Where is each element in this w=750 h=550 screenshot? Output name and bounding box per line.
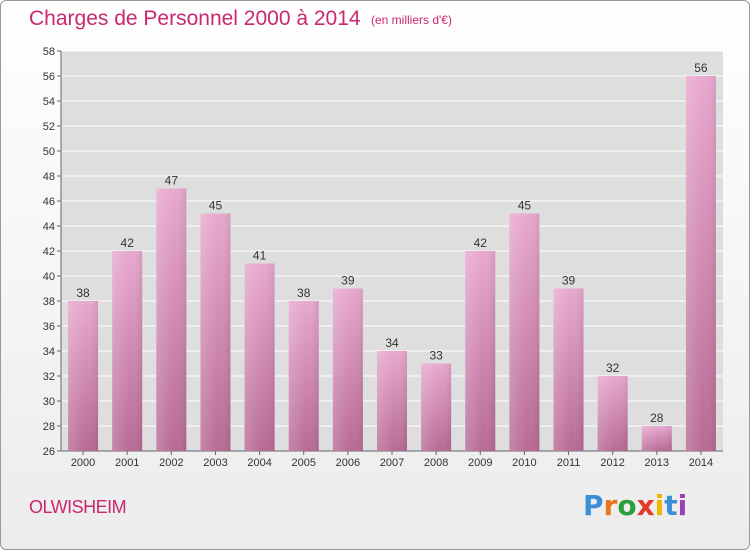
x-tick-label: 2014 bbox=[689, 457, 713, 469]
y-tick-label: 54 bbox=[43, 96, 55, 108]
y-tick-label: 42 bbox=[43, 246, 55, 258]
logo-letter: i bbox=[654, 489, 665, 522]
y-tick-label: 46 bbox=[43, 196, 55, 208]
x-tick-label: 2000 bbox=[71, 457, 95, 469]
x-tick-label: 2009 bbox=[468, 457, 492, 469]
x-tick-label: 2011 bbox=[557, 457, 581, 469]
bar-shade bbox=[421, 363, 452, 451]
y-tick-label: 36 bbox=[43, 321, 55, 333]
value-label: 39 bbox=[562, 274, 576, 288]
logo-letter: t bbox=[664, 489, 678, 522]
y-tick-label: 28 bbox=[43, 421, 55, 433]
bar-shade bbox=[685, 76, 716, 451]
bar-shade bbox=[200, 213, 231, 451]
logo-letter: o bbox=[617, 489, 637, 522]
x-tick-label: 2002 bbox=[159, 457, 183, 469]
bar-shade bbox=[156, 188, 187, 451]
value-label: 45 bbox=[518, 199, 532, 213]
bar-shade bbox=[288, 301, 319, 451]
value-label: 41 bbox=[253, 249, 267, 263]
bar-shade bbox=[641, 426, 672, 451]
value-label: 39 bbox=[341, 274, 355, 288]
x-tick-label: 2008 bbox=[424, 457, 448, 469]
x-tick-label: 2005 bbox=[291, 457, 315, 469]
y-tick-label: 34 bbox=[43, 346, 55, 358]
y-tick-label: 56 bbox=[43, 71, 55, 83]
town-name: OLWISHEIM bbox=[29, 497, 127, 517]
y-tick-label: 38 bbox=[43, 296, 55, 308]
y-tick-label: 48 bbox=[43, 171, 55, 183]
value-label: 33 bbox=[429, 349, 443, 363]
value-label: 38 bbox=[297, 286, 311, 300]
logo-letter: P bbox=[583, 489, 604, 522]
y-tick-label: 52 bbox=[43, 121, 55, 133]
bar-shade bbox=[244, 263, 275, 451]
y-tick-label: 58 bbox=[43, 46, 55, 58]
y-tick-label: 50 bbox=[43, 146, 55, 158]
value-label: 56 bbox=[694, 61, 708, 75]
y-tick-label: 44 bbox=[43, 221, 55, 233]
x-tick-label: 2006 bbox=[336, 457, 360, 469]
value-label: 38 bbox=[76, 286, 90, 300]
bar-shade bbox=[553, 288, 584, 451]
bar-shade bbox=[377, 351, 407, 451]
y-tick-label: 32 bbox=[43, 371, 55, 383]
value-label: 28 bbox=[650, 411, 664, 425]
value-label: 47 bbox=[165, 174, 179, 188]
x-tick-label: 2004 bbox=[247, 457, 271, 469]
value-label: 45 bbox=[209, 199, 223, 213]
value-label: 42 bbox=[121, 236, 135, 250]
value-label: 32 bbox=[606, 361, 620, 375]
value-label: 42 bbox=[474, 236, 488, 250]
x-tick-label: 2012 bbox=[600, 457, 624, 469]
bar-shade bbox=[597, 376, 628, 451]
x-tick-label: 2003 bbox=[203, 457, 227, 469]
logo-letter: x bbox=[636, 489, 655, 522]
bar-shade bbox=[509, 213, 540, 451]
y-tick-label: 40 bbox=[43, 271, 55, 283]
bar-shade bbox=[68, 301, 99, 451]
bar-shade bbox=[332, 288, 363, 451]
proxiti-logo: Proxiti bbox=[583, 489, 687, 522]
logo-letter: i bbox=[677, 489, 688, 522]
value-label: 34 bbox=[385, 336, 399, 350]
logo-letter: r bbox=[603, 489, 618, 522]
y-tick-label: 30 bbox=[43, 396, 55, 408]
bar-shade bbox=[465, 251, 496, 451]
bar-shade bbox=[112, 251, 143, 451]
y-tick-label: 26 bbox=[43, 446, 55, 458]
x-tick-label: 2007 bbox=[380, 457, 404, 469]
x-tick-label: 2001 bbox=[115, 457, 139, 469]
x-tick-label: 2010 bbox=[512, 457, 536, 469]
chart-subtitle: (en milliers d'€) bbox=[371, 13, 452, 27]
x-tick-label: 2013 bbox=[645, 457, 669, 469]
chart-title: Charges de Personnel 2000 à 2014 bbox=[29, 7, 361, 30]
